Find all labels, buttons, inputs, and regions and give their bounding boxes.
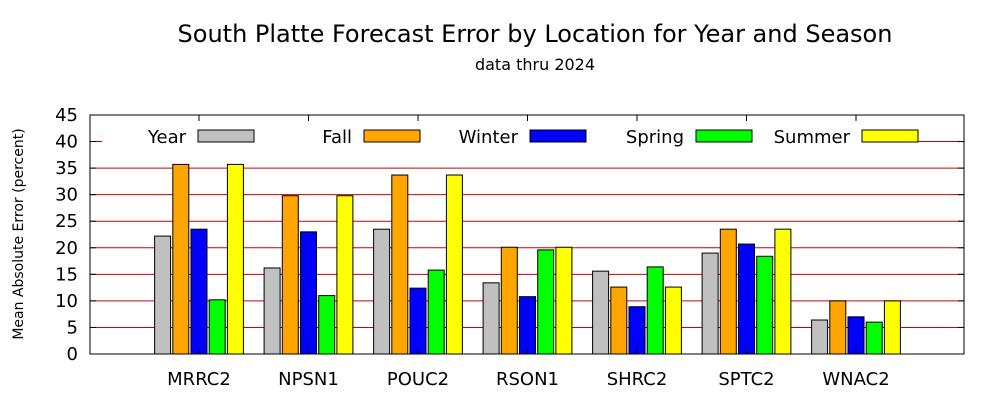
bar-winter-shrc2: [628, 306, 646, 355]
bar-fall-wnac2: [829, 300, 847, 355]
x-tick-label: POUC2: [387, 369, 449, 390]
legend-label-spring: Spring: [626, 127, 684, 148]
x-tick-label: SHRC2: [607, 369, 668, 390]
bar-fall-shrc2: [610, 286, 628, 355]
x-axis-ticks: MRRC2 NPSN1 POUC2 RSON1 SHRC2 SPTC2 WNAC2: [167, 115, 890, 390]
legend-label-winter: Winter: [459, 127, 519, 148]
bar-fall-rson1: [500, 246, 518, 355]
y-tick-label: 20: [55, 238, 78, 259]
x-tick-label: WNAC2: [822, 369, 889, 390]
legend-label-fall: Fall: [322, 127, 352, 148]
legend-label-summer: Summer: [774, 127, 851, 148]
bar-spring-rson1: [537, 249, 555, 355]
bar-summer-mrrc2: [226, 163, 244, 355]
bar-summer-pouc2: [445, 174, 463, 355]
bar-fall-pouc2: [391, 174, 409, 355]
bar-spring-shrc2: [646, 266, 664, 355]
legend-swatch-summer: [861, 129, 919, 143]
x-tick-label: MRRC2: [167, 369, 231, 390]
bar-summer-sptc2: [774, 228, 792, 355]
y-tick-label: 15: [55, 264, 78, 285]
bar-year-sptc2: [701, 252, 719, 355]
bar-summer-wnac2: [883, 300, 901, 355]
bar-spring-mrrc2: [208, 299, 226, 355]
bar-year-rson1: [482, 282, 500, 355]
y-axis-ticks: 0 5 10 15 20 25 30 35 40 45: [55, 105, 964, 365]
y-tick-label: 35: [55, 158, 78, 179]
bar-winter-mrrc2: [190, 228, 208, 355]
legend-swatch-year: [197, 129, 255, 143]
bar-summer-shrc2: [664, 286, 682, 355]
bar-year-npsn1: [263, 267, 281, 355]
chart-subtitle: data thru 2024: [474, 55, 596, 74]
x-tick-label: RSON1: [496, 369, 559, 390]
bar-year-pouc2: [373, 228, 391, 355]
bar-year-wnac2: [811, 319, 829, 355]
x-tick-label: SPTC2: [718, 369, 774, 390]
bar-spring-pouc2: [427, 269, 445, 355]
bar-spring-sptc2: [756, 255, 774, 355]
legend-swatch-fall: [363, 129, 421, 143]
legend-swatch-winter: [529, 129, 587, 143]
y-tick-label: 25: [55, 211, 78, 232]
bar-spring-wnac2: [865, 321, 883, 355]
bar-year-mrrc2: [154, 235, 172, 355]
bar-fall-sptc2: [719, 228, 737, 355]
x-tick-label: NPSN1: [278, 369, 339, 390]
bars: [154, 163, 901, 355]
bar-winter-sptc2: [738, 243, 755, 355]
bar-summer-npsn1: [336, 195, 354, 355]
chart-title: South Platte Forecast Error by Location …: [177, 20, 893, 48]
legend-label-year: Year: [147, 127, 187, 148]
bar-summer-rson1: [555, 246, 573, 355]
y-tick-label: 40: [55, 132, 78, 153]
y-axis-label: Mean Absolute Error (percent): [11, 128, 27, 339]
bar-fall-mrrc2: [172, 163, 190, 355]
y-tick-label: 10: [55, 291, 78, 312]
bar-year-shrc2: [592, 270, 610, 355]
y-tick-label: 5: [67, 317, 78, 338]
bar-winter-npsn1: [300, 231, 317, 355]
bar-winter-rson1: [519, 296, 536, 355]
bar-spring-npsn1: [318, 295, 336, 355]
bar-winter-pouc2: [409, 287, 427, 355]
y-tick-label: 30: [55, 185, 78, 206]
bar-fall-npsn1: [281, 195, 299, 355]
legend-swatch-spring: [695, 129, 753, 143]
y-tick-label: 0: [67, 344, 78, 365]
y-tick-label: 45: [55, 105, 78, 126]
legend: Year Fall Winter Spring Summer: [102, 124, 919, 148]
